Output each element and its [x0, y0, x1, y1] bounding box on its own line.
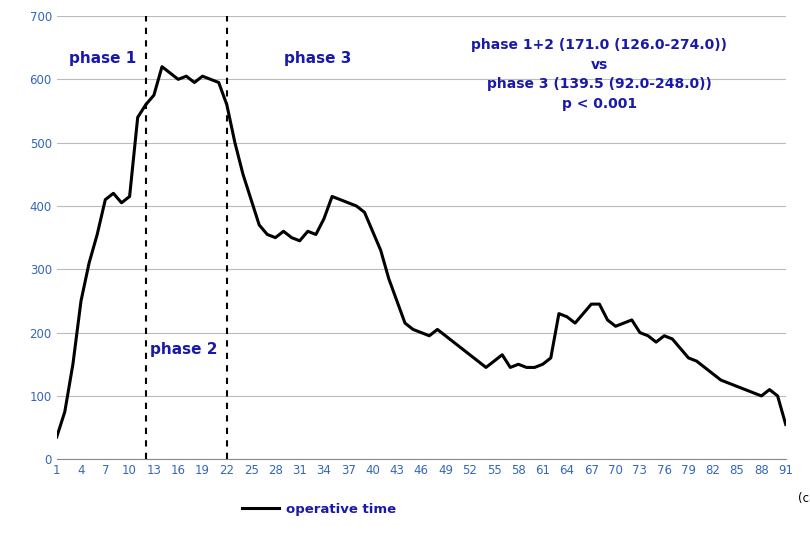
Text: (case): (case): [798, 492, 810, 505]
Text: phase 1: phase 1: [69, 51, 136, 66]
Text: phase 3: phase 3: [284, 51, 351, 66]
Legend: operative time: operative time: [237, 498, 401, 521]
Text: phase 1+2 (171.0 (126.0-274.0))
vs
phase 3 (139.5 (92.0-248.0))
p < 0.001: phase 1+2 (171.0 (126.0-274.0)) vs phase…: [471, 38, 727, 111]
Text: phase 2: phase 2: [150, 342, 217, 357]
